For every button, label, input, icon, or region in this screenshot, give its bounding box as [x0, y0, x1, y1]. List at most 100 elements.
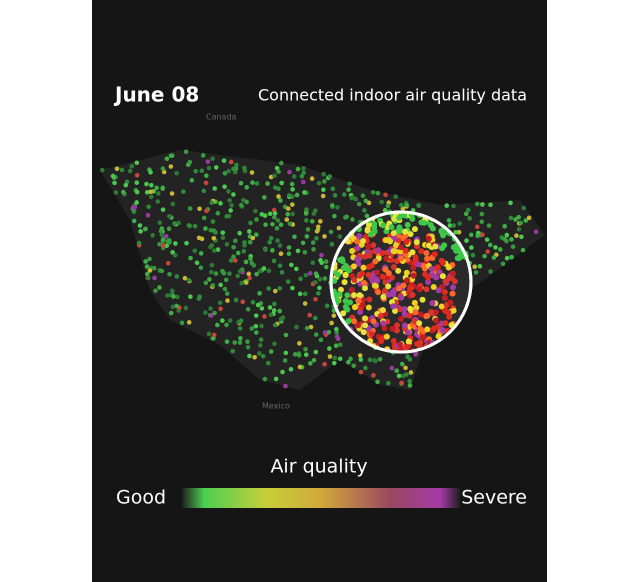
dot [268, 312, 274, 318]
dot [187, 159, 193, 165]
dot [277, 308, 282, 314]
dot [364, 213, 370, 219]
dot [326, 346, 332, 351]
dot [351, 292, 358, 299]
dot [285, 279, 291, 284]
dot [386, 380, 391, 386]
dot [249, 326, 255, 331]
dot [198, 265, 204, 270]
dot [262, 376, 268, 382]
dot [413, 352, 419, 357]
dot [174, 170, 179, 176]
dot [416, 320, 423, 327]
dot [310, 240, 316, 245]
dot [206, 331, 212, 337]
dot [315, 224, 321, 230]
dot [276, 169, 281, 174]
dot [174, 274, 180, 279]
dot [213, 230, 218, 235]
dot [379, 307, 386, 314]
dot [370, 242, 377, 249]
dot [182, 275, 188, 281]
dot [358, 357, 364, 362]
dot [318, 337, 324, 343]
dot [186, 277, 192, 283]
dot [290, 285, 295, 291]
dot [253, 323, 259, 329]
dot [172, 252, 178, 258]
dot [316, 180, 322, 186]
dot [254, 232, 259, 237]
dot [518, 220, 524, 226]
dot [251, 263, 257, 268]
dot [404, 372, 409, 377]
dot [345, 317, 352, 324]
dot [317, 277, 323, 282]
dot [291, 174, 297, 179]
subtitle: Connected indoor air quality data [258, 86, 527, 105]
dot [442, 307, 449, 314]
dot [383, 255, 390, 262]
dot [451, 223, 457, 228]
dot [391, 215, 398, 222]
dot [181, 189, 186, 194]
dot [130, 205, 136, 210]
dot [334, 330, 339, 335]
dot [474, 201, 480, 207]
dot [328, 229, 334, 235]
dot [502, 223, 507, 229]
dot [215, 247, 221, 252]
dot [297, 364, 303, 370]
dot [302, 291, 308, 297]
dot [398, 294, 405, 301]
dot [390, 303, 397, 310]
dot [420, 334, 427, 341]
dot [297, 341, 302, 346]
dot [426, 242, 433, 249]
dot [350, 217, 355, 222]
dot [313, 332, 319, 337]
legend-high: Severe [461, 487, 527, 509]
dot [263, 222, 268, 227]
dot [225, 298, 230, 303]
dot [330, 186, 336, 192]
dot [323, 259, 329, 264]
dot [220, 268, 225, 274]
dot [304, 325, 310, 331]
dot [224, 291, 230, 296]
dot [430, 284, 437, 291]
dot [361, 285, 368, 292]
dot [154, 185, 159, 191]
dot [207, 277, 212, 282]
dot [262, 314, 267, 319]
dot [200, 153, 206, 158]
dot [398, 255, 405, 262]
dot [320, 193, 326, 199]
dot [242, 240, 247, 245]
dot [361, 280, 368, 287]
dot [449, 270, 456, 277]
dot [367, 357, 373, 363]
dot [360, 193, 366, 198]
dot [203, 226, 208, 231]
dot [292, 352, 298, 357]
dot [435, 333, 442, 340]
dot [417, 311, 424, 318]
dot [244, 199, 249, 205]
dot [389, 274, 396, 281]
dot [278, 160, 284, 166]
dot [231, 254, 236, 259]
dot [359, 270, 366, 277]
dot [150, 233, 155, 238]
dot [237, 230, 242, 236]
dot [322, 276, 328, 281]
dot [274, 226, 280, 231]
dot [172, 221, 177, 226]
dot [340, 310, 347, 317]
dot [412, 256, 419, 263]
dot [398, 316, 405, 323]
dot [356, 233, 363, 240]
dot [365, 271, 372, 278]
dot [383, 333, 390, 340]
